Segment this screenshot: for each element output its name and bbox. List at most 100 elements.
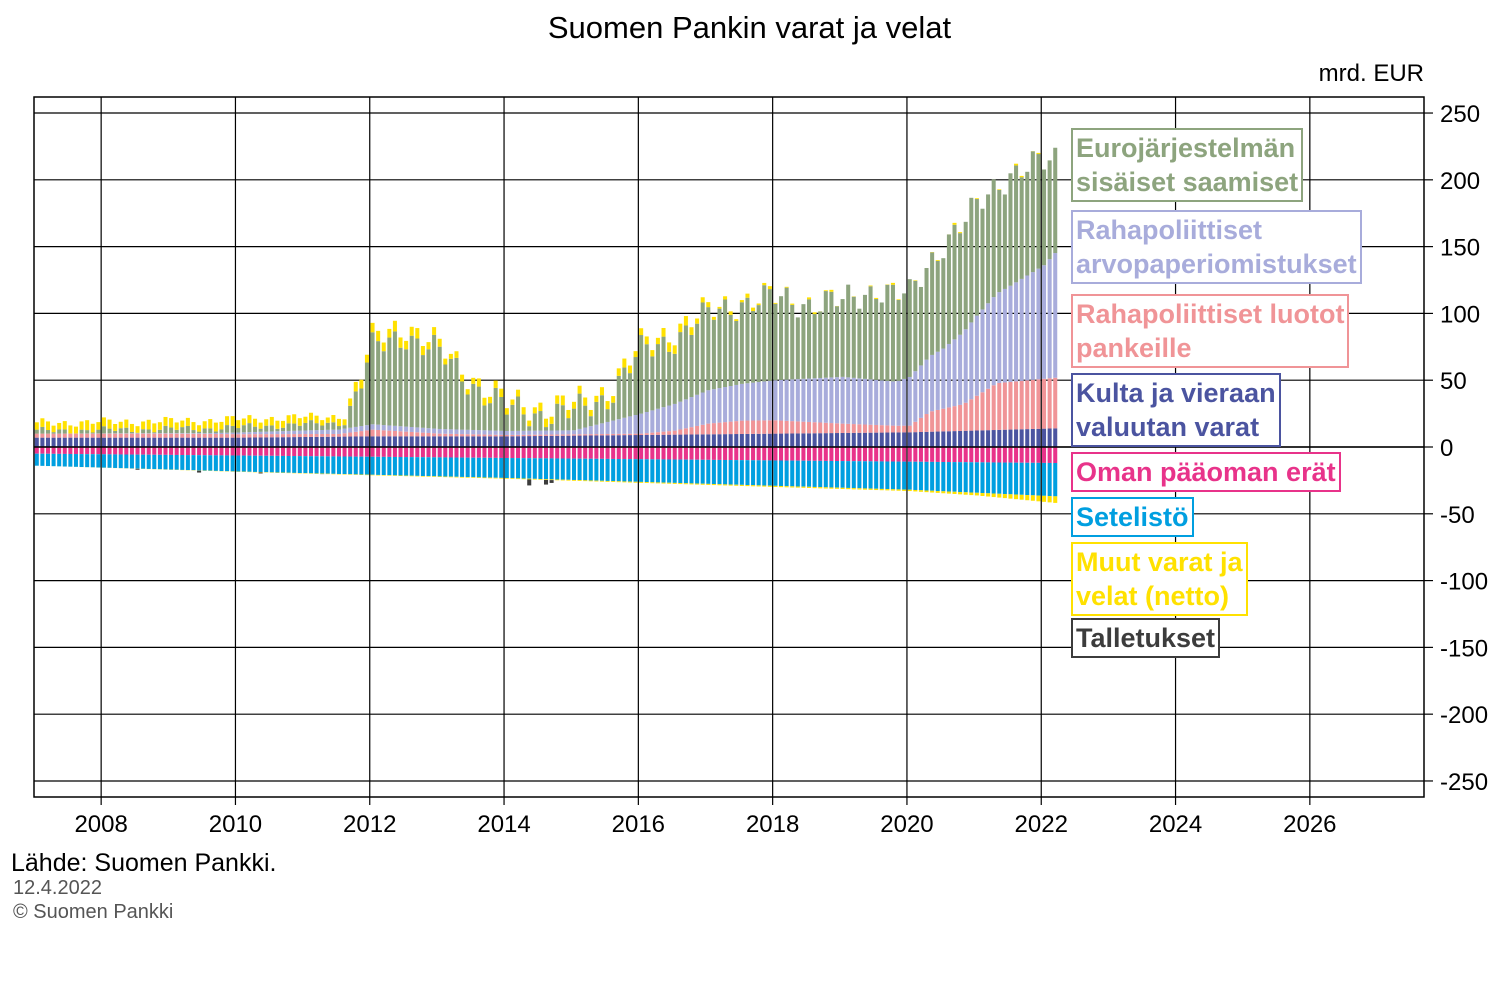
bar-kulta — [303, 436, 308, 447]
bar-neg-setelisto — [907, 461, 912, 490]
bar-muut — [890, 282, 895, 285]
bar-neg-oman — [672, 447, 677, 460]
bar-rahapol_luotot — [695, 425, 700, 435]
bar-neg-setelisto — [879, 461, 884, 489]
bar-neg-muut — [1036, 495, 1041, 502]
bar-kulta — [219, 437, 224, 447]
bar-muut — [622, 358, 627, 368]
bar-kulta — [336, 436, 341, 447]
bar-neg-setelisto — [482, 457, 487, 478]
bar-kulta — [146, 437, 151, 447]
bar-neg-setelisto — [174, 454, 179, 470]
bar-rahapol_luotot — [958, 404, 963, 431]
bar-neg-setelisto — [812, 460, 817, 487]
bar-neg-oman — [409, 447, 414, 458]
bar-neg-oman — [297, 447, 302, 457]
bar-neg-muut — [482, 477, 487, 479]
bar-neg-oman — [247, 447, 252, 456]
bar-neg-muut — [633, 481, 638, 483]
bar-muut — [868, 285, 873, 287]
bar-rahapol_luotot — [504, 434, 509, 437]
bar-kulta — [504, 436, 509, 447]
bar-neg-oman — [834, 447, 840, 462]
bar-neg-muut — [521, 478, 526, 480]
bar-rahapol_luotot — [980, 392, 985, 431]
bar-eurojarj — [314, 423, 319, 431]
bar-eurojarj — [549, 423, 554, 431]
bar-rahapol_luotot — [857, 424, 862, 433]
bar-kulta — [672, 434, 677, 447]
bar-neg-setelisto — [818, 460, 823, 488]
bar-rahapol_luotot — [1030, 379, 1035, 429]
bar-muut — [113, 423, 118, 431]
bar-muut — [359, 379, 364, 389]
bar-muut — [141, 421, 146, 430]
bar-neg-setelisto — [146, 454, 151, 469]
bar-rahapol_arvo — [952, 339, 957, 407]
bar-rahapol_arvo — [297, 430, 302, 435]
bar-rahapol_luotot — [415, 432, 420, 437]
bar-eurojarj — [834, 306, 840, 378]
bar-neg-setelisto — [499, 457, 504, 478]
bar-neg-setelisto — [689, 459, 694, 484]
bar-neg-setelisto — [141, 454, 146, 469]
bar-neg-muut — [1014, 494, 1019, 500]
bar-neg-muut — [381, 475, 386, 476]
bar-rahapol_arvo — [516, 430, 521, 435]
bar-eurojarj — [706, 307, 711, 391]
bar-neg-oman — [650, 447, 655, 460]
bar-muut — [101, 417, 106, 427]
bar-eurojarj — [583, 405, 588, 428]
bar-neg-setelisto — [655, 459, 660, 483]
bar-eurojarj — [890, 284, 895, 382]
bar-eurojarj — [443, 364, 448, 430]
tick-label-y: -50 — [1440, 502, 1475, 529]
bar-rahapol_luotot — [935, 409, 940, 432]
bar-muut — [756, 303, 761, 306]
bar-neg-oman — [253, 447, 258, 456]
bar-rahapol_luotot — [34, 433, 39, 438]
bar-rahapol_luotot — [135, 433, 140, 438]
bar-rahapol_arvo — [941, 348, 946, 409]
bar-eurojarj — [118, 428, 123, 434]
bar-muut — [650, 350, 655, 357]
bar-neg-oman — [107, 447, 112, 455]
bar-eurojarj — [751, 311, 756, 383]
bar-eurojarj — [404, 349, 409, 427]
bar-neg-muut — [717, 484, 722, 486]
bar-muut — [896, 299, 901, 300]
bar-rahapol_luotot — [247, 434, 252, 438]
bar-eurojarj — [767, 289, 772, 381]
bar-neg-setelisto — [392, 456, 397, 476]
bar-rahapol_arvo — [902, 378, 907, 426]
bar-neg-oman — [387, 447, 392, 457]
bar-rahapol_arvo — [874, 379, 879, 425]
bar-eurojarj — [482, 405, 487, 431]
bar-rahapol_luotot — [241, 434, 246, 438]
bar-kulta — [734, 434, 739, 447]
bar-talletukset — [549, 480, 554, 483]
bar-muut — [253, 418, 258, 427]
bar-kulta — [655, 434, 660, 447]
bar-neg-oman — [314, 447, 319, 457]
bar-neg-muut — [387, 475, 392, 476]
bar-muut — [711, 316, 716, 320]
bar-muut — [348, 398, 353, 406]
bar-eurojarj — [213, 431, 218, 433]
bar-eurojarj — [566, 418, 571, 431]
bar-rahapol_arvo — [308, 430, 314, 435]
bar-kulta — [163, 437, 168, 447]
bar-muut — [952, 222, 957, 225]
bar-rahapol_arvo — [734, 384, 739, 422]
bar-rahapol_arvo — [336, 429, 341, 434]
bar-muut — [516, 389, 521, 397]
bar-neg-muut — [370, 474, 375, 476]
bar-neg-setelisto — [409, 457, 414, 476]
bar-eurojarj — [683, 325, 688, 400]
bar-eurojarj — [538, 411, 543, 431]
bar-neg-setelisto — [678, 459, 683, 484]
bar-rahapol_arvo — [717, 388, 722, 423]
bar-neg-setelisto — [342, 456, 347, 475]
bar-eurojarj — [924, 267, 929, 360]
bar-neg-oman — [1030, 447, 1035, 463]
